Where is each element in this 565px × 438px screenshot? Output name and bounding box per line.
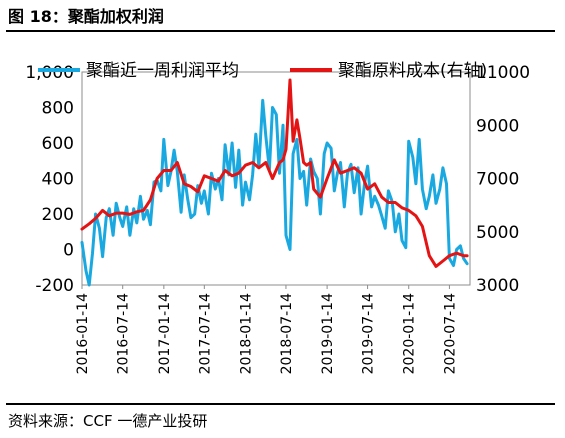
x-tick-label: 2018-01-14 [238, 293, 254, 374]
y2-tick-label: 7000 [476, 170, 519, 190]
source-note: 资料来源：CCF 一德产业投研 [8, 412, 208, 430]
legend: 聚酯近一周利润平均 聚酯原料成本(右轴) [38, 61, 487, 81]
y-tick-label: -200 [35, 276, 74, 296]
top-rule [6, 30, 555, 32]
y2-tick-label: 3000 [476, 276, 519, 296]
x-axis: 2016-01-14 2016-07-14 2017-01-14 2017-07-14… [75, 285, 458, 374]
bottom-rule [6, 403, 555, 405]
cost-series-line [80, 78, 469, 268]
figure-title: 图 18：聚酯加权利润 [8, 7, 164, 26]
x-tick-label: 2018-07-14 [279, 293, 295, 374]
y-tick-label: 600 [42, 134, 74, 154]
series-layer [80, 78, 469, 287]
x-tick-label: 2020-07-14 [442, 293, 458, 374]
y-tick-label: 800 [42, 99, 74, 119]
x-tick-label: 2016-07-14 [116, 293, 132, 374]
legend-label-profit: 聚酯近一周利润平均 [86, 61, 239, 81]
profit-series-line [80, 98, 469, 287]
x-tick-label: 2016-01-14 [75, 293, 91, 374]
plot-frame [81, 71, 471, 286]
y-tick-label: 0 [63, 241, 74, 261]
legend-label-cost: 聚酯原料成本(右轴) [338, 61, 487, 81]
x-tick-label: 2020-01-14 [402, 293, 418, 374]
x-tick-label: 2017-01-14 [157, 293, 173, 374]
y2-tick-label: 9000 [476, 116, 519, 136]
y2-tick-label: 5000 [476, 223, 519, 243]
y-tick-label: 200 [42, 205, 74, 225]
left-axis: -200 0 200 400 600 800 1,000 [25, 63, 74, 296]
y-tick-label: 400 [42, 170, 74, 190]
right-axis: 3000 5000 7000 9000 11000 [476, 63, 530, 296]
plot-border [81, 71, 471, 286]
x-tick-label: 2019-07-14 [361, 293, 377, 374]
x-tick-label: 2017-07-14 [197, 293, 213, 374]
x-tick-label: 2019-01-14 [320, 293, 336, 374]
y-tick-label: 1,000 [25, 63, 74, 83]
y2-tick-label: 11000 [476, 63, 530, 83]
